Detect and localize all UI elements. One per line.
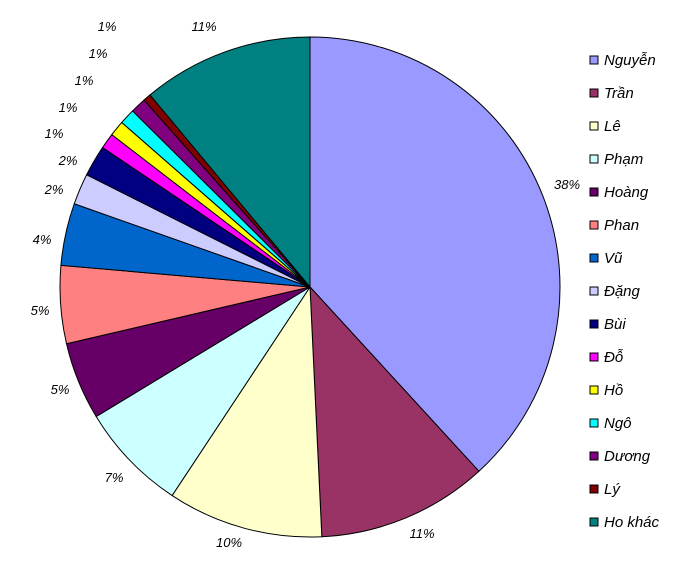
legend-swatch xyxy=(589,418,599,428)
percent-label: 5% xyxy=(51,382,70,397)
percent-label: 10% xyxy=(216,535,242,550)
legend-swatch xyxy=(589,154,599,164)
legend-swatch xyxy=(589,319,599,329)
legend-label: Đặng xyxy=(604,283,641,300)
percent-label: 1% xyxy=(75,73,94,88)
pie-slice-1 xyxy=(309,36,561,472)
legend-swatch xyxy=(589,187,599,197)
percent-label: 7% xyxy=(105,470,124,485)
percent-label: 38% xyxy=(554,177,580,192)
legend-swatch xyxy=(589,121,599,131)
pie-slice-3 xyxy=(171,285,323,538)
legend-label: Hồ xyxy=(604,382,623,399)
legend-swatch xyxy=(589,451,599,461)
legend-swatch xyxy=(589,352,599,362)
percent-label: 4% xyxy=(33,232,52,247)
legend-label: Ho khác xyxy=(604,514,660,531)
legend-label: Ngô xyxy=(604,415,632,432)
percent-label: 11% xyxy=(191,19,216,34)
legend: Nguyễn Trần Lê Phạm Hoàng Phan Vũ Đặng Bùi Đỗ Hồ Ng… xyxy=(589,52,660,531)
percent-label: 1% xyxy=(98,19,117,34)
legend-label: Lý xyxy=(604,481,621,498)
legend-swatch xyxy=(589,286,599,296)
pie-slice-2 xyxy=(309,285,480,538)
legend-swatch xyxy=(589,55,599,65)
legend-label: Bùi xyxy=(604,316,626,333)
legend-label: Dương xyxy=(604,448,651,465)
legend-swatch xyxy=(589,253,599,263)
legend-swatch xyxy=(589,385,599,395)
pie-slice-15 xyxy=(149,36,311,289)
pie-slice-4 xyxy=(95,286,311,497)
legend-label: Vũ xyxy=(604,250,623,267)
legend-swatch xyxy=(589,517,599,527)
percent-label: 1% xyxy=(89,46,108,61)
percent-labels: 38% 11% 10% 7% 5% 5% 4% 2% 2% 1% 1% 1% 1% 1% 11% xyxy=(31,19,580,550)
legend-swatch xyxy=(589,88,599,98)
legend-label: Hoàng xyxy=(604,184,649,201)
legend-label: Đỗ xyxy=(604,349,624,366)
percent-label: 1% xyxy=(45,126,64,141)
percent-label: 5% xyxy=(31,303,50,318)
percent-label: 11% xyxy=(409,526,434,541)
legend-swatch xyxy=(589,484,599,494)
legend-label: Phạm xyxy=(604,151,643,168)
pie-slices xyxy=(59,36,561,538)
legend-label: Trần xyxy=(604,85,634,102)
legend-label: Lê xyxy=(604,118,621,135)
legend-label: Nguyễn xyxy=(604,52,656,69)
legend-label: Phan xyxy=(604,217,639,234)
percent-label: 1% xyxy=(59,100,78,115)
legend-swatch xyxy=(589,220,599,230)
percent-label: 2% xyxy=(44,182,64,197)
percent-label: 2% xyxy=(58,153,78,168)
